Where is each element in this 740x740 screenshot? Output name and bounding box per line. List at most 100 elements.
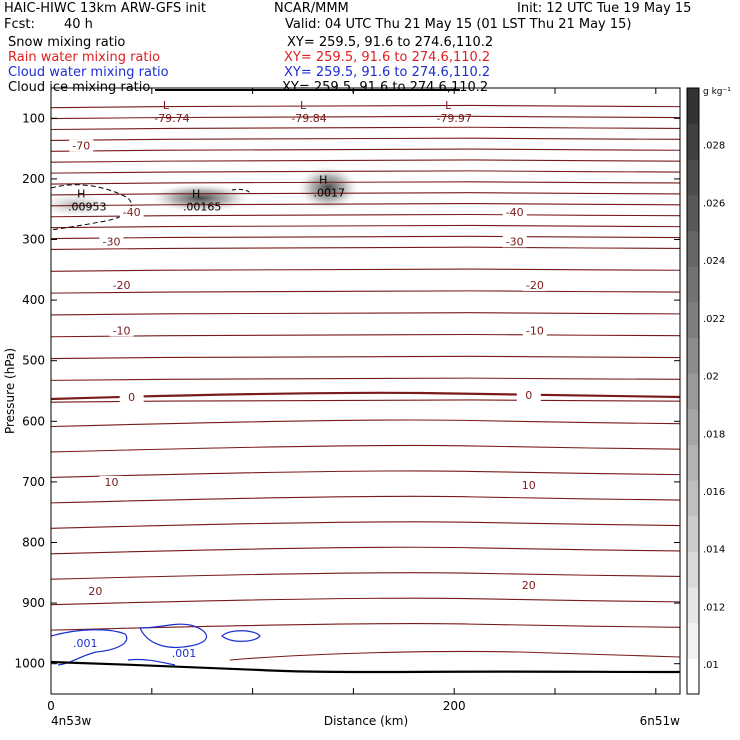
y-tick-label: 700 xyxy=(22,475,45,489)
isotherm-label-bg xyxy=(109,278,134,291)
colorbar-swatch xyxy=(687,88,699,125)
colorbar-swatch xyxy=(687,444,699,481)
field-name-cloud-water: Cloud water mixing ratio xyxy=(8,65,169,80)
isotherm-label-bg xyxy=(502,206,527,219)
isotherm-line xyxy=(51,170,680,174)
isotherm-label-bg xyxy=(69,139,94,152)
isotherm-line xyxy=(51,597,680,606)
cloud-water-contour-3 xyxy=(221,630,261,642)
y-tick-label: 100 xyxy=(22,111,45,125)
x-tick-label: 0 xyxy=(47,699,55,713)
field-xy-snow: XY= 259.5, 91.6 to 274.6,110.2 xyxy=(287,35,494,50)
colorbar-swatch xyxy=(687,230,699,267)
isotherm-label: 10 xyxy=(104,476,118,489)
isotherm-label: -40 xyxy=(506,206,524,219)
isotherm-label: -10 xyxy=(113,324,131,337)
x-endpoint-right: 6n51w xyxy=(640,714,681,728)
colorbar-swatch xyxy=(687,266,699,303)
colorbar-swatch xyxy=(687,587,699,624)
cloud-water-label: .001 xyxy=(73,637,98,650)
cloud-water-contour xyxy=(51,629,128,666)
field-xy-cloud-water: XY= 259.5, 91.6 to 274.6,110.2 xyxy=(284,65,491,80)
colorbar-tick-label: .02 xyxy=(703,372,719,383)
field-name-snow: Snow mixing ratio xyxy=(8,35,126,50)
isotherm-line xyxy=(51,126,680,131)
colorbar-swatch xyxy=(687,551,699,588)
isotherm-label: 0 xyxy=(525,389,532,402)
extremum-value: .00953 xyxy=(68,201,107,214)
colorbar-swatch xyxy=(687,515,699,552)
isotherm-line xyxy=(51,521,680,529)
extremum-value: .00165 xyxy=(183,201,222,214)
isotherm-line xyxy=(51,191,680,196)
isotherm-label: -40 xyxy=(123,206,141,219)
isotherm-label: -20 xyxy=(113,279,131,292)
colorbar-tick-label: .022 xyxy=(703,314,725,325)
isotherm-line xyxy=(51,290,680,294)
isotherm-line xyxy=(51,148,680,152)
isotherm-line xyxy=(51,159,680,163)
isotherm-label-bg xyxy=(99,475,124,488)
isotherm-label-bg xyxy=(516,389,541,402)
isotherm-line xyxy=(51,623,680,631)
cloud-ice-contour-small xyxy=(231,188,251,196)
isotherm-line xyxy=(51,268,680,272)
colorbar-swatch xyxy=(687,658,699,695)
isotherm-label: 10 xyxy=(522,479,536,492)
y-axis-label: Pressure (hPa) xyxy=(3,348,17,434)
x-tick-label: 200 xyxy=(443,699,466,713)
isotherm-near-surface xyxy=(229,650,680,661)
isotherm-label-bg xyxy=(516,578,541,591)
high-marker: H xyxy=(192,188,200,201)
x-endpoint-left: 4n53w xyxy=(51,714,92,728)
title-left: HAIC-HIWC 13km ARW-GFS init xyxy=(4,1,206,16)
isotherm-line xyxy=(51,202,680,207)
isotherm-line xyxy=(51,137,680,141)
isotherm-label: -20 xyxy=(526,279,544,292)
colorbar-swatch xyxy=(687,337,699,374)
snow-shade-peak xyxy=(298,166,358,210)
init-label: Init: 12 UTC Tue 19 May 15 xyxy=(517,1,692,16)
extremum-value: .0017 xyxy=(313,187,345,200)
isotherm-line xyxy=(51,444,680,453)
y-tick-label: 1000 xyxy=(14,657,45,671)
colorbar-swatch xyxy=(687,373,699,410)
y-tick-label: 400 xyxy=(22,293,45,307)
isotherm-label-bg xyxy=(119,206,144,219)
field-xy-rain: XY= 259.5, 91.6 to 274.6,110.2 xyxy=(284,50,491,65)
colorbar-swatch xyxy=(687,159,699,196)
colorbar-tick-label: .012 xyxy=(703,602,725,613)
low-marker: L xyxy=(300,99,307,112)
fcst-label: Fcst: xyxy=(4,17,35,32)
colorbar-tick-label: .016 xyxy=(703,487,725,498)
isotherm-line xyxy=(51,333,680,338)
isotherm-line xyxy=(51,115,680,120)
isotherm-line xyxy=(51,419,680,428)
low-marker: L xyxy=(445,99,452,112)
isotherm-line xyxy=(51,246,680,251)
isotherm-label-bg xyxy=(502,235,527,248)
extremum-value: -79.97 xyxy=(436,112,471,125)
colorbar-tick-label: .026 xyxy=(703,198,725,209)
isotherm-line xyxy=(51,399,680,403)
isotherm-line xyxy=(51,213,680,218)
colorbar-tick-label: .01 xyxy=(703,660,719,671)
isotherm-label: -30 xyxy=(506,235,524,248)
extremum-value: -79.84 xyxy=(291,112,326,125)
isotherm-label: 0 xyxy=(128,391,135,404)
colorbar-frame xyxy=(686,87,700,695)
colorbar-tick-label: .018 xyxy=(703,429,725,440)
colorbar-tick-label: .028 xyxy=(703,141,725,152)
isotherm-line xyxy=(51,546,680,555)
isotherm-label: 20 xyxy=(88,585,102,598)
low-marker: L xyxy=(163,99,170,112)
colorbar-unit: g kg⁻¹ xyxy=(703,87,731,97)
field-name-rain: Rain water mixing ratio xyxy=(8,50,161,65)
y-tick-label: 200 xyxy=(22,172,45,186)
y-tick-label: 300 xyxy=(22,233,45,247)
y-tick-label: 600 xyxy=(22,414,45,428)
isotherm-line xyxy=(51,355,680,360)
surface-line xyxy=(51,660,680,674)
isotherm-line xyxy=(51,235,680,240)
